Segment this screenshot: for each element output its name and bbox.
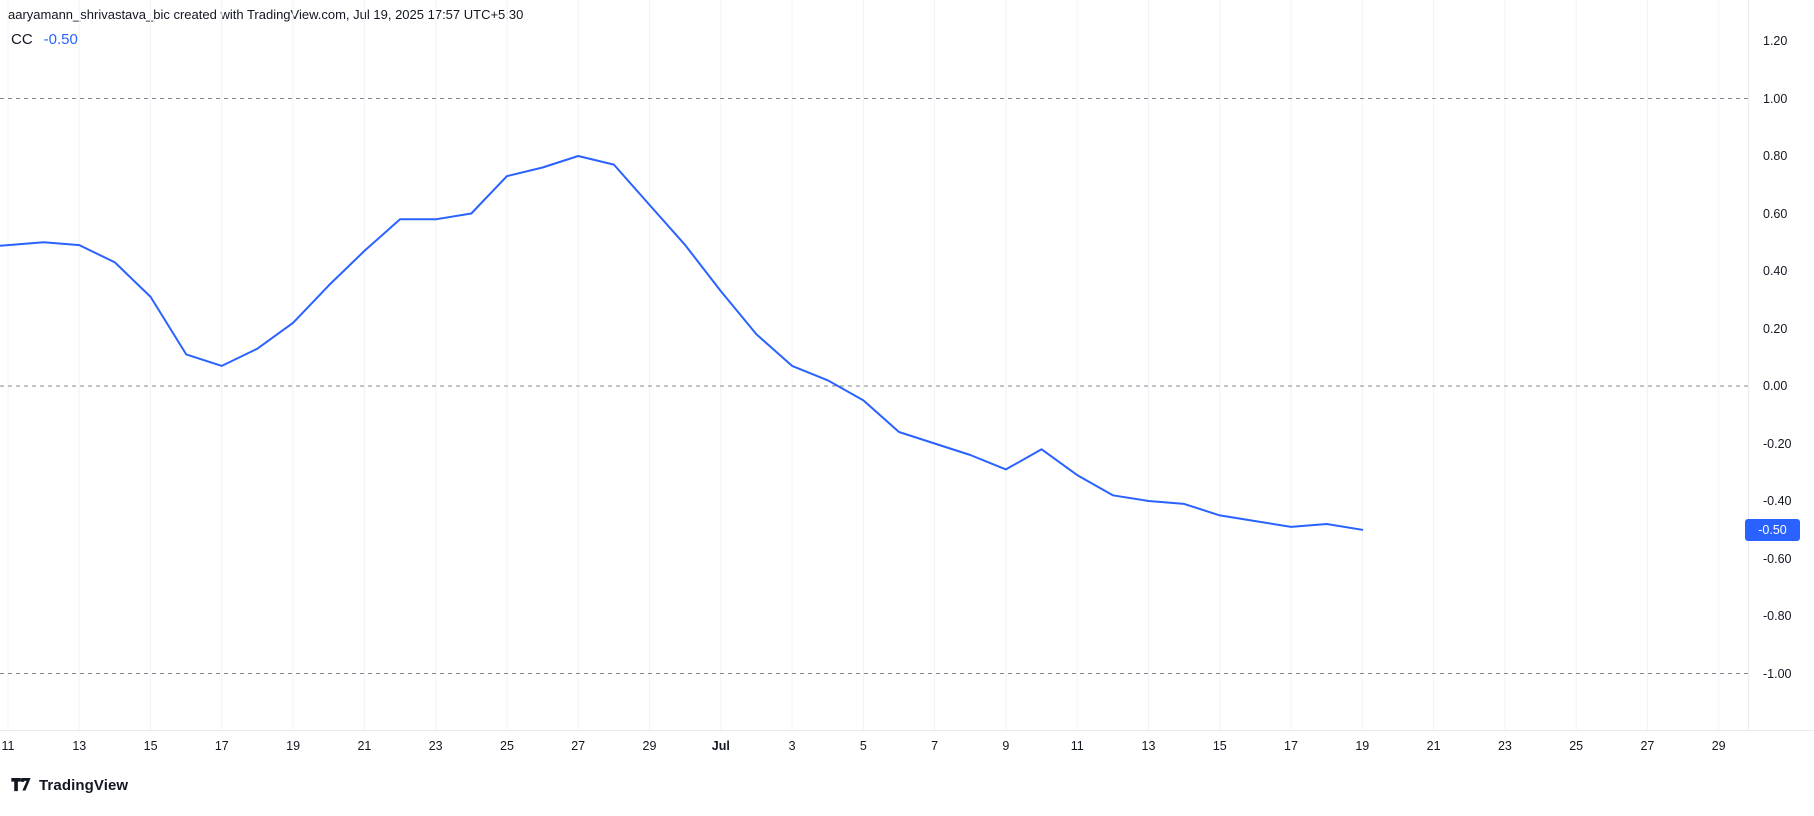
time-axis-label: 7 [931, 739, 939, 753]
legend-symbol: CC [11, 31, 33, 48]
time-axis-label: 15 [143, 739, 158, 753]
time-axis-label: 29 [1711, 739, 1726, 753]
chart-canvas[interactable] [0, 0, 1748, 730]
time-axis-label: 19 [286, 739, 301, 753]
time-axis[interactable]: 11 13 15 17 19 21 23 25 27 29 Jul 3 5 7 9 11 13 15 17 19 21 2… [0, 730, 1814, 770]
price-axis-label: -0.40 [1763, 494, 1792, 508]
time-axis-label: 17 [1284, 739, 1298, 753]
time-axis-label: 13 [72, 739, 87, 753]
legend-value: -0.50 [43, 31, 78, 48]
price-axis-label: 0.20 [1763, 321, 1788, 336]
chart-pane[interactable] [0, 0, 1748, 730]
price-axis-label: -0.60 [1763, 551, 1792, 566]
time-axis-label: 15 [1212, 739, 1227, 753]
time-axis-label: 3 [788, 739, 796, 753]
price-axis-label: 1.00 [1763, 91, 1788, 106]
time-axis-label: 21 [357, 739, 372, 753]
price-axis[interactable]: -0.50 1.20 1.00 0.80 0.60 0.40 0.20 0.00 -0.20 -… [1745, 0, 1814, 730]
price-axis-label: -0.20 [1763, 436, 1792, 451]
time-axis-label: 11 [1070, 739, 1084, 753]
price-axis-label: 0.80 [1763, 149, 1788, 163]
time-axis-label: 5 [859, 739, 867, 753]
time-axis-label: 21 [1426, 739, 1441, 753]
time-axis-label: 17 [214, 739, 229, 753]
time-axis-label: 23 [428, 739, 443, 753]
time-axis-label: 27 [1640, 739, 1655, 753]
time-axis-label: 23 [1497, 739, 1512, 753]
tradingview-logo-text: TradingView [39, 777, 129, 794]
chart-legend: CC -0.50 [11, 31, 78, 48]
attribution-text: aaryamann_shrivastava_bic created with T… [8, 7, 524, 22]
time-axis-label: 27 [571, 739, 586, 753]
price-axis-label: 0.00 [1763, 379, 1788, 393]
time-axis-label: 19 [1355, 739, 1370, 753]
price-axis-label: 0.40 [1763, 264, 1788, 278]
time-axis-label: Jul [711, 739, 730, 753]
price-axis-label: 0.60 [1763, 206, 1788, 221]
time-axis-label: 29 [642, 739, 657, 753]
series-line [0, 155, 1364, 531]
time-axis-label: 11 [1, 739, 15, 753]
time-axis-label: 13 [1141, 739, 1156, 753]
time-axis-label: 9 [1002, 739, 1010, 753]
price-axis-label: 1.20 [1763, 34, 1788, 48]
time-axis-label: 25 [1569, 739, 1584, 753]
price-badge: -0.50 [1745, 518, 1800, 541]
time-axis-label: 25 [500, 739, 514, 753]
tradingview-logo[interactable]: TradingView [11, 777, 128, 794]
tradingview-logo-icon [11, 777, 31, 791]
price-axis-label: -0.80 [1763, 609, 1792, 623]
price-axis-label: -1.00 [1763, 666, 1792, 681]
